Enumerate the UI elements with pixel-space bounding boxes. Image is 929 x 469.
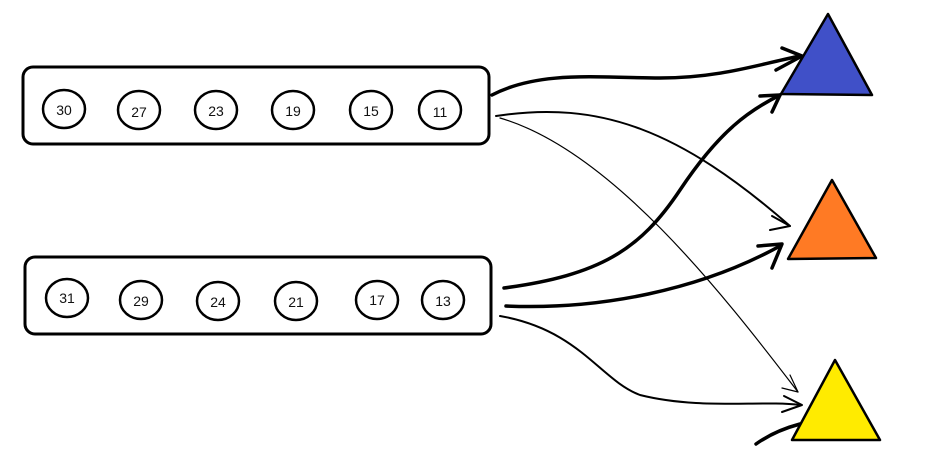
arrow-bottom-to-yellow bbox=[499, 315, 801, 406]
node-top-3: 23 bbox=[193, 89, 239, 131]
node-label: 31 bbox=[59, 290, 75, 306]
node-bottom-4: 21 bbox=[273, 280, 319, 322]
blue-triangle-target bbox=[779, 12, 874, 97]
arrowhead-bottom-to-orange bbox=[756, 242, 784, 270]
group-box-bottom: 31 29 24 21 17 13 bbox=[23, 255, 493, 336]
node-top-2: 27 bbox=[116, 89, 162, 131]
node-label: 15 bbox=[363, 103, 379, 119]
arrow-top-to-blue bbox=[490, 54, 802, 97]
node-label: 13 bbox=[435, 293, 451, 309]
arrow-tail-yellow bbox=[754, 422, 802, 446]
node-bottom-6: 13 bbox=[420, 279, 466, 321]
arrow-bottom-to-blue bbox=[502, 93, 782, 290]
arrow-bottom-to-orange bbox=[504, 244, 782, 309]
yellow-triangle-target bbox=[790, 358, 882, 442]
node-label: 27 bbox=[131, 104, 147, 120]
arrow-top-to-yellow bbox=[499, 117, 799, 393]
node-label: 29 bbox=[133, 293, 149, 309]
node-bottom-2: 29 bbox=[118, 279, 164, 321]
node-label: 21 bbox=[288, 294, 304, 310]
node-bottom-3: 24 bbox=[195, 280, 241, 322]
arrowhead-top-to-orange bbox=[769, 215, 791, 231]
arrows bbox=[490, 46, 804, 446]
node-label: 30 bbox=[56, 102, 72, 118]
orange-triangle-target bbox=[786, 178, 878, 261]
group-box-top: 30 27 23 19 15 11 bbox=[21, 65, 491, 146]
node-top-5: 15 bbox=[348, 89, 394, 131]
node-bottom-1: 31 bbox=[44, 277, 90, 319]
node-label: 11 bbox=[433, 104, 448, 120]
arrowhead-bottom-to-yellow bbox=[781, 395, 803, 413]
node-top-6: 11 bbox=[417, 89, 463, 131]
node-label: 19 bbox=[285, 103, 301, 119]
node-label: 17 bbox=[369, 292, 385, 308]
arrow-top-to-orange bbox=[495, 110, 791, 227]
node-label: 24 bbox=[210, 294, 226, 310]
node-top-1: 30 bbox=[41, 88, 87, 130]
arrowhead-bottom-to-blue bbox=[758, 93, 782, 114]
node-top-4: 19 bbox=[270, 89, 316, 131]
arrowhead-top-to-yellow bbox=[781, 374, 799, 393]
node-bottom-5: 17 bbox=[354, 279, 400, 321]
node-label: 23 bbox=[208, 103, 224, 119]
